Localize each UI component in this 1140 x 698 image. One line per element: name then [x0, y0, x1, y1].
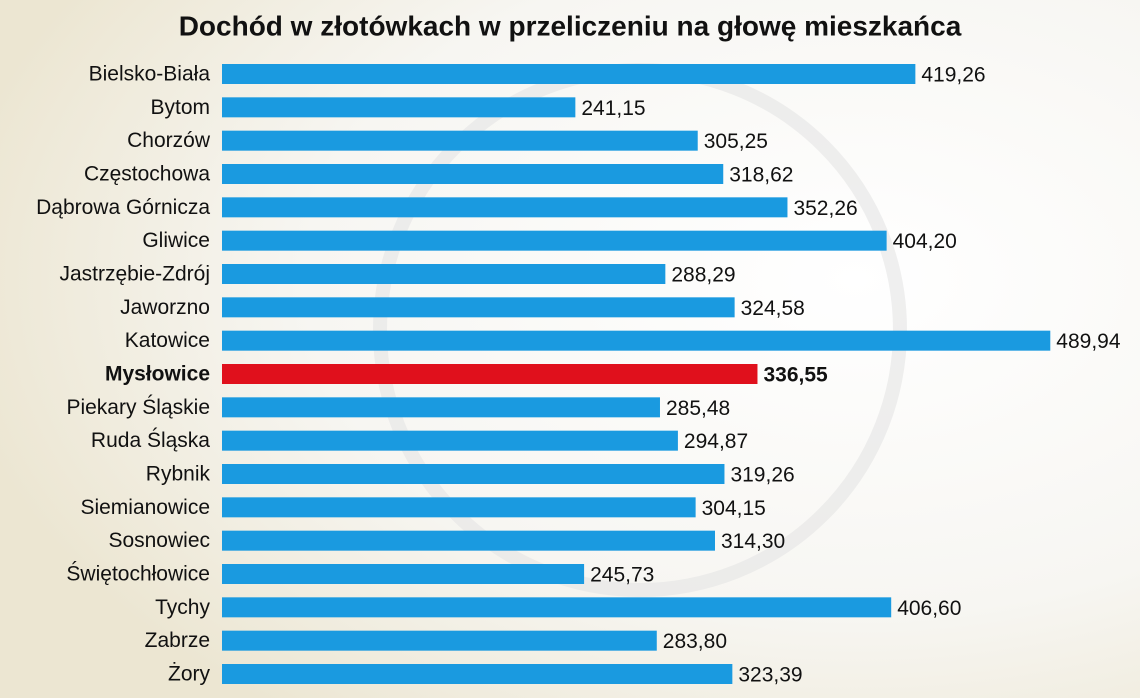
category-label: Gliwice [142, 229, 210, 252]
category-label: Zabrze [145, 629, 210, 652]
chart-title: Dochód w złotówkach w przeliczeniu na gł… [179, 10, 962, 41]
bar [222, 597, 892, 618]
bar [222, 497, 696, 518]
value-label: 323,39 [738, 664, 802, 687]
bar [222, 130, 698, 151]
category-label: Siemianowice [80, 496, 210, 519]
value-label: 404,20 [893, 230, 957, 253]
bar [222, 364, 758, 384]
category-label: Katowice [125, 329, 210, 352]
value-label: 336,55 [763, 364, 828, 387]
bar [222, 297, 735, 318]
value-label: 314,30 [721, 530, 785, 553]
bar [222, 630, 657, 651]
bar [222, 230, 887, 251]
category-label: Sosnowiec [108, 529, 210, 552]
value-label: 285,48 [666, 397, 730, 420]
category-label: Tychy [155, 596, 210, 619]
category-label: Częstochowa [84, 163, 210, 186]
value-label: 324,58 [741, 297, 805, 320]
category-label: Bielsko-Biała [89, 63, 211, 86]
bar [222, 197, 788, 218]
value-label: 489,94 [1056, 330, 1121, 353]
category-label: Ruda Śląska [91, 428, 210, 452]
category-label: Żory [168, 663, 211, 686]
value-label: 245,73 [590, 564, 654, 587]
category-label: Rybnik [146, 463, 211, 486]
bar [222, 664, 733, 684]
category-label: Dąbrowa Górnicza [36, 196, 210, 219]
category-label: Piekary Śląskie [66, 395, 210, 419]
value-label: 294,87 [684, 430, 748, 453]
value-label: 319,26 [730, 464, 794, 487]
value-label: 406,60 [897, 597, 961, 620]
category-label: Jastrzębie-Zdrój [59, 263, 210, 286]
value-label: 241,15 [581, 97, 645, 120]
value-label: 283,80 [663, 630, 727, 653]
bar [222, 397, 660, 418]
category-label: Bytom [150, 96, 210, 119]
bar [222, 330, 1051, 351]
category-label: Chorzów [127, 129, 211, 152]
bar [222, 464, 725, 484]
category-label: Mysłowice [105, 363, 210, 386]
category-label: Jaworzno [120, 296, 210, 319]
bar [222, 264, 666, 284]
value-label: 419,26 [921, 64, 985, 87]
value-label: 318,62 [729, 164, 793, 187]
bar [222, 64, 916, 84]
bar [222, 564, 585, 584]
value-label: 304,15 [702, 497, 766, 520]
bar [222, 164, 724, 184]
value-label: 288,29 [671, 264, 735, 287]
category-label: Świętochłowice [66, 562, 210, 586]
bar [222, 430, 678, 451]
bar [222, 97, 576, 118]
bar [222, 530, 715, 551]
value-label: 305,25 [704, 130, 768, 153]
value-label: 352,26 [793, 197, 857, 220]
